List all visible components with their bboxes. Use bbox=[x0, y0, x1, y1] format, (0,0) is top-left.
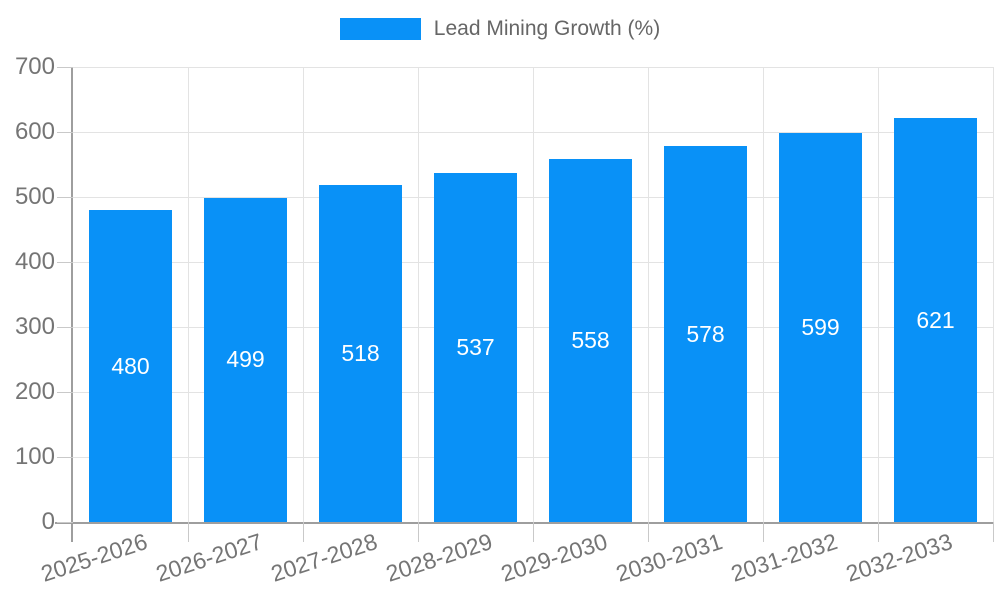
bar-2025-2026[interactable]: 480 bbox=[89, 210, 172, 522]
y-axis-line bbox=[71, 67, 73, 542]
y-tick-mark bbox=[57, 66, 73, 68]
bar-2032-2033[interactable]: 621 bbox=[894, 118, 977, 522]
bar-value-label: 518 bbox=[341, 340, 380, 367]
bar-value-label: 499 bbox=[226, 346, 265, 373]
v-gridline bbox=[533, 67, 534, 522]
x-tick-mark bbox=[763, 522, 764, 542]
x-tick-label: 2030-2031 bbox=[612, 528, 725, 587]
v-gridline bbox=[993, 67, 994, 522]
v-gridline bbox=[188, 67, 189, 522]
y-tick-label: 100 bbox=[14, 443, 55, 470]
v-gridline bbox=[418, 67, 419, 522]
y-tick-label: 500 bbox=[14, 183, 55, 210]
y-tick-mark bbox=[57, 326, 73, 328]
y-tick-label: 0 bbox=[41, 508, 55, 535]
v-gridline bbox=[303, 67, 304, 522]
y-tick-label: 200 bbox=[14, 378, 55, 405]
x-tick-mark bbox=[303, 522, 304, 542]
bar-value-label: 578 bbox=[686, 320, 725, 347]
bar-value-label: 558 bbox=[571, 327, 610, 354]
x-tick-label: 2032-2033 bbox=[842, 528, 955, 587]
y-tick-mark bbox=[57, 456, 73, 458]
v-gridline bbox=[763, 67, 764, 522]
x-tick-label: 2026-2027 bbox=[152, 528, 265, 587]
legend-item[interactable]: Lead Mining Growth (%) bbox=[0, 17, 1000, 41]
bar-value-label: 480 bbox=[111, 352, 150, 379]
v-gridline bbox=[648, 67, 649, 522]
x-tick-mark bbox=[418, 522, 419, 542]
bar-2026-2027[interactable]: 499 bbox=[204, 197, 287, 522]
x-tick-label: 2027-2028 bbox=[267, 528, 380, 587]
x-axis-line bbox=[55, 522, 993, 524]
x-tick-label: 2025-2026 bbox=[37, 528, 150, 587]
y-tick-label: 400 bbox=[14, 248, 55, 275]
legend-swatch-icon bbox=[339, 18, 421, 40]
bar-2031-2032[interactable]: 599 bbox=[779, 132, 862, 522]
bar-2030-2031[interactable]: 578 bbox=[664, 146, 747, 522]
bar-value-label: 621 bbox=[916, 306, 955, 333]
plot-area: 0 100 200 300 400 500 600 700 480 2025-2026 499 202… bbox=[15, 55, 994, 587]
x-tick-mark bbox=[533, 522, 534, 542]
y-tick-mark bbox=[57, 521, 73, 523]
bar-2029-2030[interactable]: 558 bbox=[549, 159, 632, 522]
y-tick-label: 300 bbox=[14, 313, 55, 340]
bar-2027-2028[interactable]: 518 bbox=[319, 185, 402, 522]
v-gridline bbox=[878, 67, 879, 522]
x-tick-label: 2029-2030 bbox=[497, 528, 610, 587]
y-tick-mark bbox=[57, 131, 73, 133]
bar-value-label: 599 bbox=[801, 313, 840, 340]
y-tick-mark bbox=[57, 261, 73, 263]
y-tick-label: 700 bbox=[14, 53, 55, 80]
y-tick-label: 600 bbox=[14, 118, 55, 145]
bar-2028-2029[interactable]: 537 bbox=[434, 172, 517, 522]
x-tick-mark bbox=[878, 522, 879, 542]
y-tick-mark bbox=[57, 391, 73, 393]
x-tick-mark bbox=[188, 522, 189, 542]
bar-value-label: 537 bbox=[456, 333, 495, 360]
x-tick-label: 2028-2029 bbox=[382, 528, 495, 587]
x-tick-label: 2031-2032 bbox=[727, 528, 840, 587]
y-tick-mark bbox=[57, 196, 73, 198]
x-tick-mark bbox=[648, 522, 649, 542]
x-tick-mark bbox=[993, 522, 994, 542]
legend-label: Lead Mining Growth (%) bbox=[433, 17, 661, 40]
